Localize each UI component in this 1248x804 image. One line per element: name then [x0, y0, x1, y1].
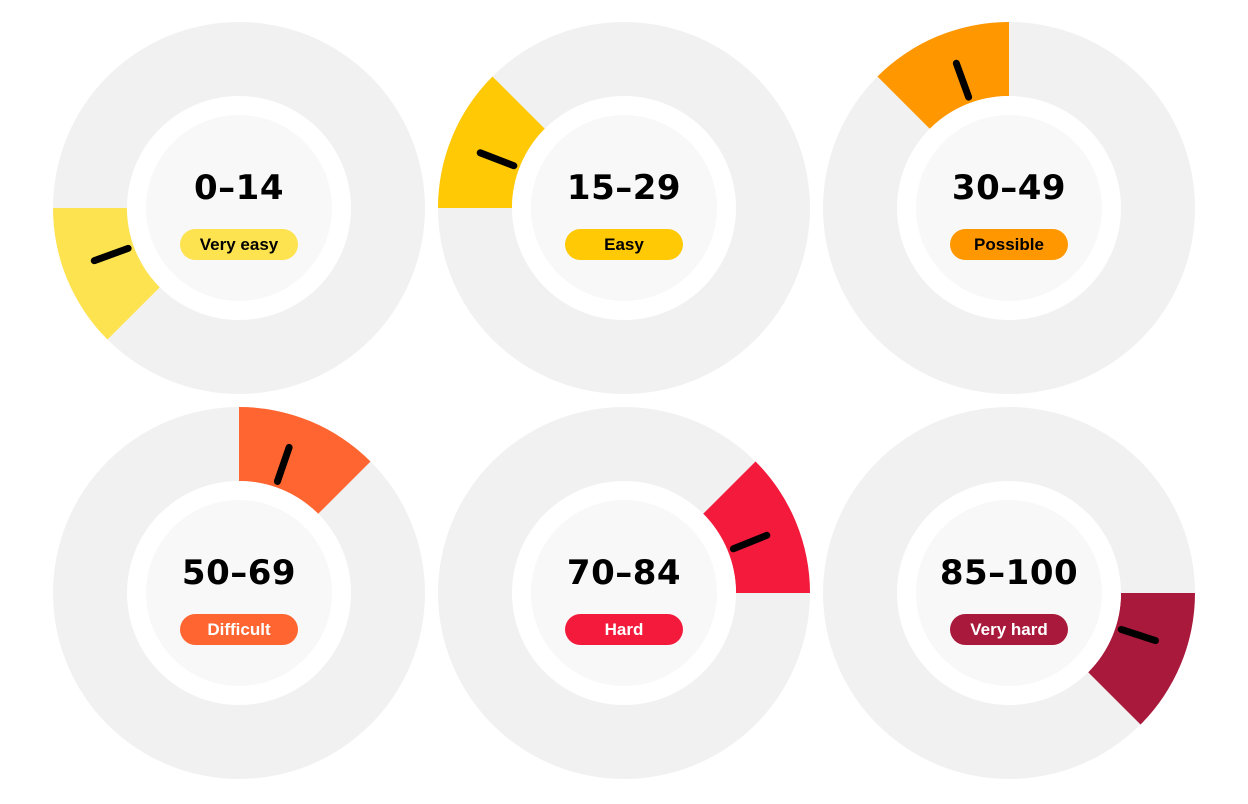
- gauge-very-hard: 85–100 Very hard: [823, 407, 1195, 779]
- score-range: 15–29: [566, 168, 682, 208]
- difficulty-segment: [877, 22, 1009, 129]
- score-range: 70–84: [566, 553, 682, 593]
- needle: [729, 531, 771, 553]
- difficulty-badge: Easy: [565, 229, 683, 260]
- gauge-easy: 15–29 Easy: [438, 22, 810, 394]
- score-range: 30–49: [951, 168, 1067, 208]
- gauge-dial: [823, 22, 1195, 394]
- difficulty-segment: [1088, 593, 1195, 725]
- inner-disc: [531, 115, 717, 301]
- difficulty-segment: [239, 407, 371, 514]
- inner-disc: [146, 500, 332, 686]
- gauge-very-easy: 0–14 Very easy: [53, 22, 425, 394]
- gauge-dial: [438, 22, 810, 394]
- inner-disc: [916, 500, 1102, 686]
- needle: [476, 149, 518, 170]
- score-range: 50–69: [181, 553, 297, 593]
- needle: [90, 244, 132, 265]
- gauge-difficult: 50–69 Difficult: [53, 407, 425, 779]
- difficulty-segment: [53, 208, 160, 340]
- difficulty-badge: Very easy: [180, 229, 298, 260]
- gauge-dial: [53, 22, 425, 394]
- inner-disc: [916, 115, 1102, 301]
- needle: [952, 59, 973, 101]
- inner-disc: [146, 115, 332, 301]
- needle: [1117, 625, 1159, 645]
- difficulty-badge: Difficult: [180, 614, 298, 645]
- needle: [273, 443, 293, 485]
- score-range: 85–100: [939, 553, 1079, 593]
- gauge-possible: 30–49 Possible: [823, 22, 1195, 394]
- inner-disc: [531, 500, 717, 686]
- gauge-hard: 70–84 Hard: [438, 407, 810, 779]
- difficulty-segment: [703, 461, 810, 593]
- score-range: 0–14: [194, 168, 284, 208]
- gauge-dial: [823, 407, 1195, 779]
- difficulty-segment: [438, 76, 545, 208]
- difficulty-badge: Hard: [565, 614, 683, 645]
- difficulty-badge: Very hard: [950, 614, 1068, 645]
- gauge-dial: [438, 407, 810, 779]
- gauge-dial: [53, 407, 425, 779]
- difficulty-badge: Possible: [950, 229, 1068, 260]
